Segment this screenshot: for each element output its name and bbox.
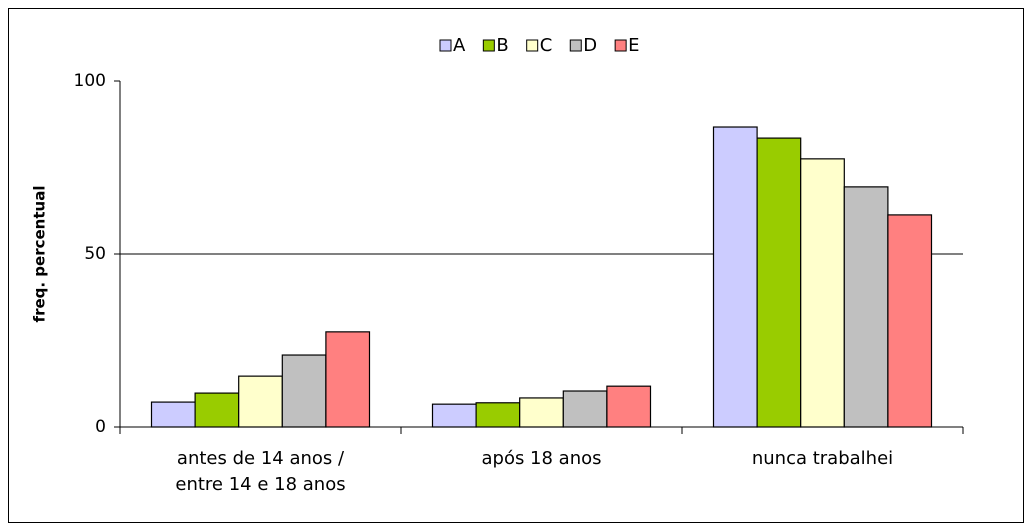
bar	[519, 397, 564, 428]
bar	[194, 392, 240, 428]
legend-swatch	[526, 39, 539, 52]
y-axis-label: freq. percentual	[31, 186, 49, 323]
bar	[800, 158, 845, 428]
x-tick-label: nunca trabalhei	[751, 448, 894, 469]
bar	[562, 390, 608, 428]
bar	[606, 385, 652, 428]
bar	[843, 186, 889, 428]
legend-swatch	[482, 39, 495, 52]
bar	[238, 375, 283, 428]
legend-label: A	[453, 35, 466, 56]
legend-swatch	[614, 39, 627, 52]
bar	[431, 403, 477, 428]
bar	[281, 354, 327, 428]
legend-label: C	[540, 35, 553, 56]
y-tick-label: 100	[74, 71, 106, 91]
bar	[887, 214, 933, 428]
x-tick-label: antes de 14 anos / entre 14 e 18 anos	[175, 448, 346, 495]
legend-label: D	[583, 35, 597, 56]
bar	[150, 401, 196, 428]
y-tick-label: 0	[95, 417, 106, 437]
legend-label: E	[628, 35, 639, 56]
x-tick-label: após 18 anos	[481, 448, 602, 469]
bar	[756, 137, 802, 428]
bar	[712, 126, 758, 428]
legend-swatch	[439, 39, 452, 52]
legend-swatch	[569, 39, 582, 52]
legend-label: B	[496, 35, 508, 56]
y-tick-label: 50	[84, 244, 106, 264]
bar	[475, 402, 521, 428]
bar	[325, 331, 371, 428]
